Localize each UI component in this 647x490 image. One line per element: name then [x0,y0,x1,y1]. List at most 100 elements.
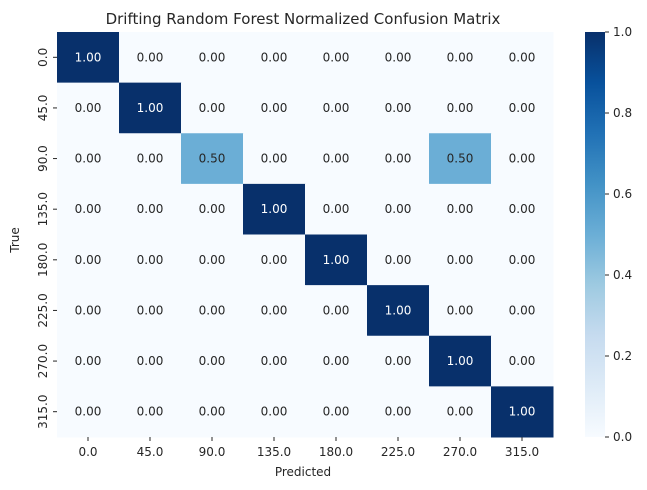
heatmap-cell [243,335,306,387]
cell-value-label: 0.00 [447,405,474,419]
heatmap-cell [491,133,554,185]
cell-value-label: 0.00 [261,50,288,64]
heatmap-cell [367,133,430,185]
heatmap-cell [367,386,430,438]
heatmap-cell [429,285,492,337]
cell-value-label: 1.00 [509,405,536,419]
colorbar-tick-label: 0.2 [613,349,632,363]
y-tick-label: 180.0 [36,243,50,277]
colorbar-tick-label: 0.4 [613,268,632,282]
x-axis-ticks: 0.0 45.0 90.0 135.0 180.0 225.0 270.0 315.0 [78,437,539,459]
heatmap-cell [119,133,182,185]
heatmap-cell [119,386,182,438]
y-tick-label: 0.0 [36,48,50,67]
heatmap-cell [181,133,244,185]
heatmap-cell [119,82,182,134]
heatmap-cell [491,234,554,286]
heatmap-cell [367,32,430,84]
cell-value-label: 0.00 [385,253,412,267]
cell-value-label: 0.00 [323,405,350,419]
heatmap-cell [57,183,120,235]
heatmap-cell [429,234,492,286]
x-tick-label: 225.0 [381,445,415,459]
heatmap-cell [429,133,492,185]
heatmap-cell [491,285,554,337]
heatmap-cell [491,183,554,235]
heatmap-cell [57,133,120,185]
heatmap-cell [57,82,120,134]
heatmap-cell [429,32,492,84]
chart-title: Drifting Random Forest Normalized Confus… [106,10,501,28]
cell-value-label: 0.00 [137,354,164,368]
cell-value-label: 0.00 [509,152,536,166]
heatmap-cell [305,234,368,286]
heatmap-cell [429,335,492,387]
cell-value-label: 0.00 [75,202,102,216]
cell-value-label: 0.00 [385,50,412,64]
cell-value-label: 0.00 [447,50,474,64]
heatmap-cell [243,234,306,286]
heatmap-cell [181,386,244,438]
cell-labels: 1.00 0.00 0.00 0.00 0.00 0.00 0.00 0.00 0.00 1.00… [75,50,536,418]
y-axis-ticks: 0.0 45.0 90.0 135.0 180.0 225.0 270.0 315.0 [36,48,57,429]
cell-value-label: 1.00 [385,303,412,317]
cell-value-label: 0.00 [385,101,412,115]
y-tick-label: 135.0 [36,192,50,226]
cell-value-label: 0.00 [137,202,164,216]
cell-value-label: 0.00 [447,303,474,317]
heatmap-cell [119,234,182,286]
cell-value-label: 0.00 [199,303,226,317]
heatmap-cell [181,234,244,286]
cell-value-label: 0.00 [509,50,536,64]
heatmap-cell [305,386,368,438]
x-tick-label: 135.0 [257,445,291,459]
heatmap-cell [243,285,306,337]
cell-value-label: 0.00 [137,253,164,267]
y-tick-label: 225.0 [36,293,50,327]
cell-value-label: 0.00 [261,101,288,115]
heatmap-cell [57,32,120,84]
colorbar-tick-label: 0.6 [613,187,632,201]
cell-value-label: 0.00 [261,354,288,368]
x-tick-label: 270.0 [443,445,477,459]
cell-value-label: 0.00 [323,50,350,64]
heatmap-cell [181,285,244,337]
heatmap-cell [367,335,430,387]
heatmap-cell [305,285,368,337]
heatmap-cell [491,335,554,387]
heatmap-cell [243,32,306,84]
cell-value-label: 0.00 [323,101,350,115]
x-axis-title: Predicted [275,465,331,479]
heatmap-cell [181,32,244,84]
cell-value-label: 0.00 [447,253,474,267]
heatmap-cell [429,386,492,438]
heatmap-cell [57,386,120,438]
heatmap-cell [305,133,368,185]
heatmap-cell [119,285,182,337]
heatmap-cell [243,386,306,438]
heatmap-cell [57,285,120,337]
colorbar-tick-label: 1.0 [613,25,632,39]
heatmap-cell [367,183,430,235]
y-tick-label: 45.0 [36,95,50,122]
cell-value-label: 0.00 [509,303,536,317]
cell-value-label: 0.00 [323,202,350,216]
cell-value-label: 0.00 [323,152,350,166]
x-tick-label: 45.0 [137,445,164,459]
x-tick-label: 180.0 [319,445,353,459]
cell-value-label: 0.00 [509,354,536,368]
y-tick-label: 315.0 [36,395,50,429]
heatmap-cell [119,335,182,387]
heatmap-cell [429,82,492,134]
cell-value-label: 0.00 [323,354,350,368]
heatmap-cell [181,183,244,235]
y-tick-label: 90.0 [36,145,50,172]
cell-value-label: 1.00 [447,354,474,368]
cell-value-label: 0.00 [75,152,102,166]
cell-value-label: 0.00 [509,202,536,216]
cell-value-label: 0.00 [385,405,412,419]
heatmap-cell [243,183,306,235]
cell-value-label: 0.00 [261,253,288,267]
cell-value-label: 0.00 [199,253,226,267]
